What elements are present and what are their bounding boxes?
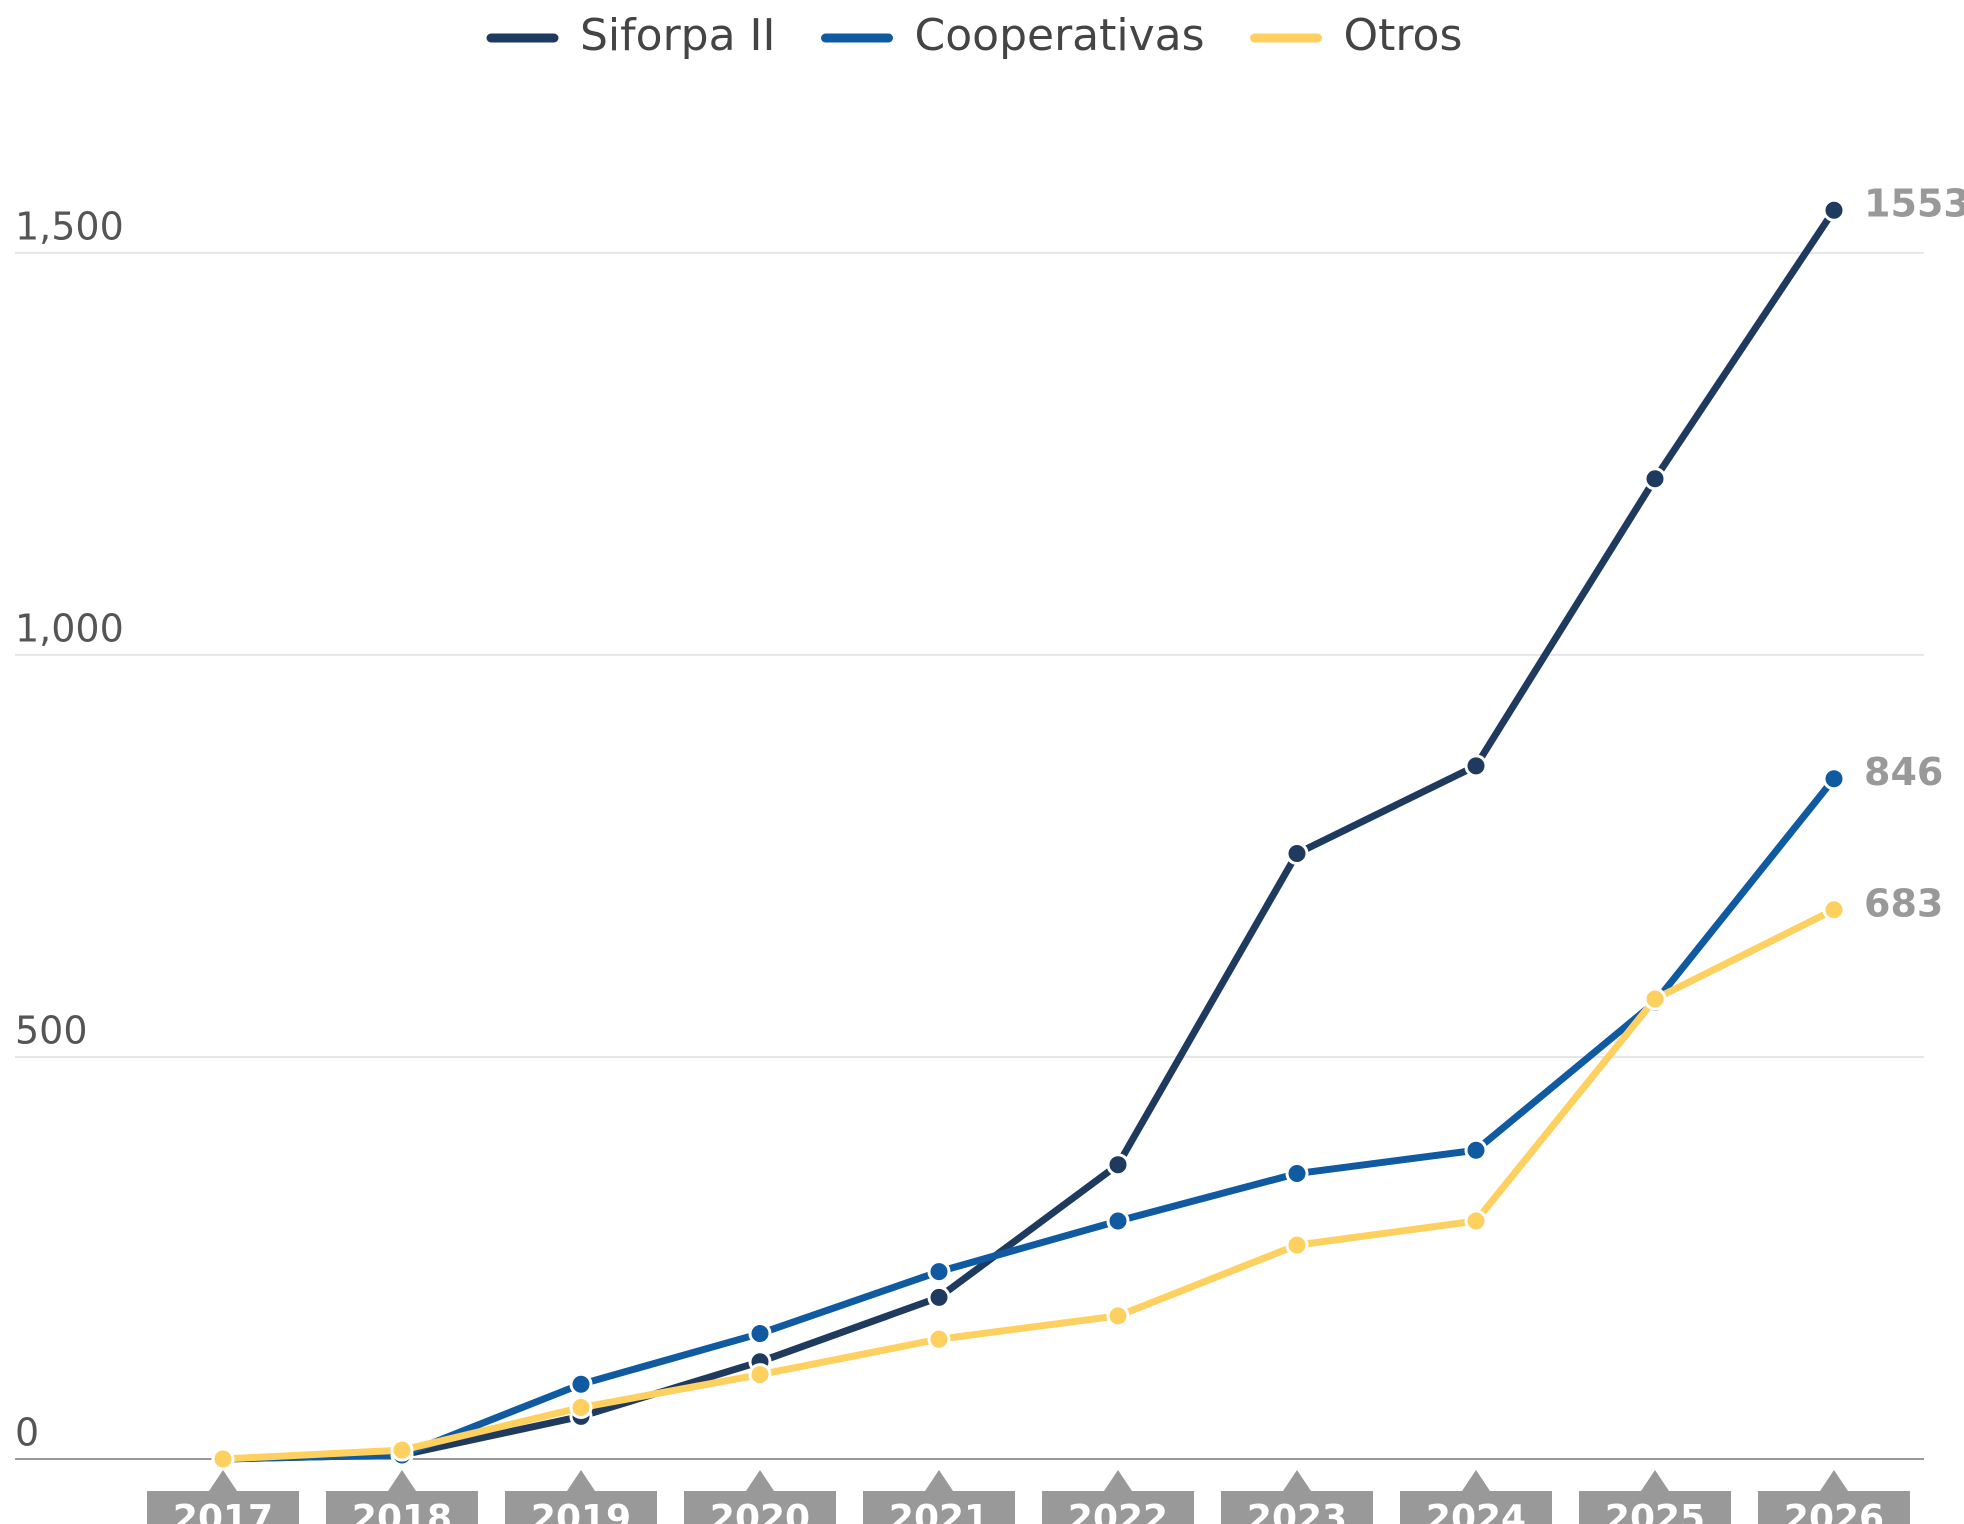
x-tick-label: 2023 — [1247, 1498, 1347, 1524]
x-tick-box — [1579, 1470, 1731, 1524]
legend-label: Otros — [1344, 10, 1463, 61]
series-line — [222, 906, 1836, 1463]
data-point — [1106, 1304, 1130, 1328]
x-tick-label: 2019 — [531, 1498, 631, 1524]
data-point — [1285, 841, 1309, 865]
x-tick-label: 2026 — [1784, 1498, 1884, 1524]
x-tick-box — [1042, 1470, 1194, 1524]
data-point — [1822, 198, 1846, 222]
series — [211, 898, 1846, 1471]
series — [211, 198, 1846, 1471]
data-point — [211, 1447, 235, 1471]
x-tick-label: 2021 — [889, 1498, 989, 1524]
x-tick-label: 2024 — [1426, 1498, 1526, 1524]
x-tick-box — [326, 1470, 478, 1524]
data-point — [927, 1260, 951, 1284]
data-point — [1285, 1162, 1309, 1186]
x-tick-box — [863, 1470, 1015, 1524]
data-point — [1106, 1209, 1130, 1233]
data-label: 846 — [1864, 750, 1943, 794]
series-line — [222, 776, 1837, 1463]
x-tick-label: 2020 — [710, 1498, 810, 1524]
series-line — [222, 208, 1837, 1463]
x-tick-box — [1221, 1470, 1373, 1524]
data-point — [748, 1322, 772, 1346]
y-tick-label: 1,000 — [15, 606, 124, 650]
x-tick-label: 2025 — [1605, 1498, 1705, 1524]
data-point — [748, 1363, 772, 1387]
data-point — [1285, 1233, 1309, 1257]
x-tick-box — [147, 1470, 299, 1524]
data-point — [1822, 898, 1846, 922]
y-tick-label: 500 — [15, 1008, 88, 1052]
x-tick-label: 2017 — [173, 1498, 273, 1524]
data-point — [390, 1438, 414, 1462]
data-point — [569, 1372, 593, 1396]
x-tick-label: 2018 — [352, 1498, 452, 1524]
data-point — [1106, 1153, 1130, 1177]
data-point — [1643, 467, 1667, 491]
data-point — [927, 1285, 951, 1309]
data-point — [1464, 754, 1488, 778]
data-label: 683 — [1864, 881, 1943, 925]
data-point — [1464, 1209, 1488, 1233]
data-point — [1822, 767, 1846, 791]
x-tick-box — [684, 1470, 836, 1524]
x-tick-label: 2022 — [1068, 1498, 1168, 1524]
data-label: 1553 — [1864, 182, 1964, 226]
y-tick-label: 0 — [15, 1411, 39, 1455]
series — [211, 767, 1846, 1471]
x-tick-box — [1400, 1470, 1552, 1524]
data-point — [1643, 987, 1667, 1011]
x-tick-box — [1758, 1470, 1910, 1524]
y-tick-label: 1,500 — [15, 204, 124, 248]
legend-label: Cooperativas — [915, 10, 1205, 61]
x-tick-box — [505, 1470, 657, 1524]
data-point — [927, 1327, 951, 1351]
data-point — [569, 1396, 593, 1420]
data-point — [1464, 1138, 1488, 1162]
legend-label: Siforpa II — [580, 10, 776, 61]
